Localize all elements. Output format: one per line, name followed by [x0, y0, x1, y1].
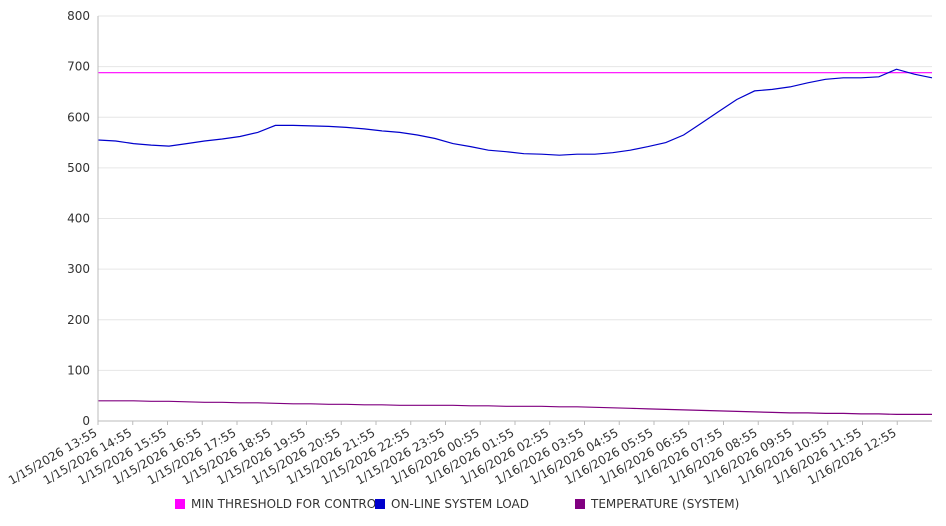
y-tick-label: 400: [67, 212, 90, 226]
legend-item-system-load: ON-LINE SYSTEM LOAD: [375, 497, 529, 511]
series-lines: [97, 68, 933, 415]
y-tick-label: 700: [67, 60, 90, 74]
y-tick-label: 800: [67, 9, 90, 23]
legend-label-temperature: TEMPERATURE (SYSTEM): [591, 497, 740, 511]
y-tick-label: 300: [67, 262, 90, 276]
y-tick-label: 500: [67, 161, 90, 175]
legend-swatch-system-load: [375, 499, 385, 509]
legend-label-min-threshold: MIN THRESHOLD FOR CONTROL: [191, 497, 383, 511]
x-axis-tick-labels: 1/15/2026 13:551/15/2026 14:551/15/2026 …: [6, 425, 899, 487]
series-line-on-line-system-load: [97, 68, 933, 156]
legend-item-min-threshold: MIN THRESHOLD FOR CONTROL: [175, 497, 383, 511]
y-tick-label: 200: [67, 313, 90, 327]
y-axis-tick-labels: 0 100 200 300 400 500 600 700 800: [67, 9, 90, 428]
grid-lines: [98, 15, 932, 371]
legend-swatch-temperature: [575, 499, 585, 509]
series-line-temperature-system: [98, 400, 932, 415]
y-tick-label: 0: [82, 414, 90, 428]
legend-item-temperature: TEMPERATURE (SYSTEM): [575, 497, 739, 511]
y-tick-label: 600: [67, 110, 90, 124]
axes: [97, 16, 932, 425]
y-tick-label: 100: [67, 363, 90, 377]
legend-swatch-min-threshold: [175, 499, 185, 509]
legend-label-system-load: ON-LINE SYSTEM LOAD: [391, 497, 529, 511]
legend: MIN THRESHOLD FOR CONTROL ON-LINE SYSTEM…: [0, 497, 946, 515]
